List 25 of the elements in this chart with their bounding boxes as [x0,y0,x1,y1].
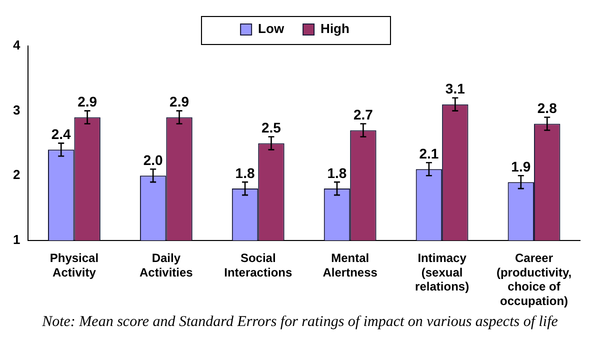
y-tick-label: 2 [12,167,20,182]
data-label: 1.8 [235,164,255,181]
x-tick-label: Daily Activities [139,250,194,280]
data-label: 2.1 [419,146,439,162]
data-label: 2.8 [537,100,558,116]
y-tick-label: 1 [12,232,20,247]
legend-label: High [320,21,350,36]
y-tick-label: 3 [12,102,20,118]
data-label: 3.1 [445,80,466,97]
data-label: 1.8 [327,164,347,181]
data-label: 2.4 [51,126,72,142]
data-label: 2.7 [353,106,374,123]
y-tick-label: 4 [12,38,21,53]
data-label: 2.9 [78,94,98,110]
x-tick-label: Mental Alertness [322,250,378,280]
data-label: 2.5 [262,120,282,136]
x-tick-label: Social Interactions [224,250,292,280]
x-tick-label: Career (productivity, choice of occupation) [496,250,572,308]
x-tick-label: Physical Activity [50,250,99,280]
x-tick-label: Intimacy (sexual relations) [415,250,470,294]
data-label: 2.0 [143,152,164,168]
text: Note: Mean score and Standard Errors for ratings of impact on various aspects of life [41,314,559,331]
data-label: 2.9 [170,94,190,110]
data-label: 1.9 [511,158,531,174]
legend-label: Low [258,21,285,36]
